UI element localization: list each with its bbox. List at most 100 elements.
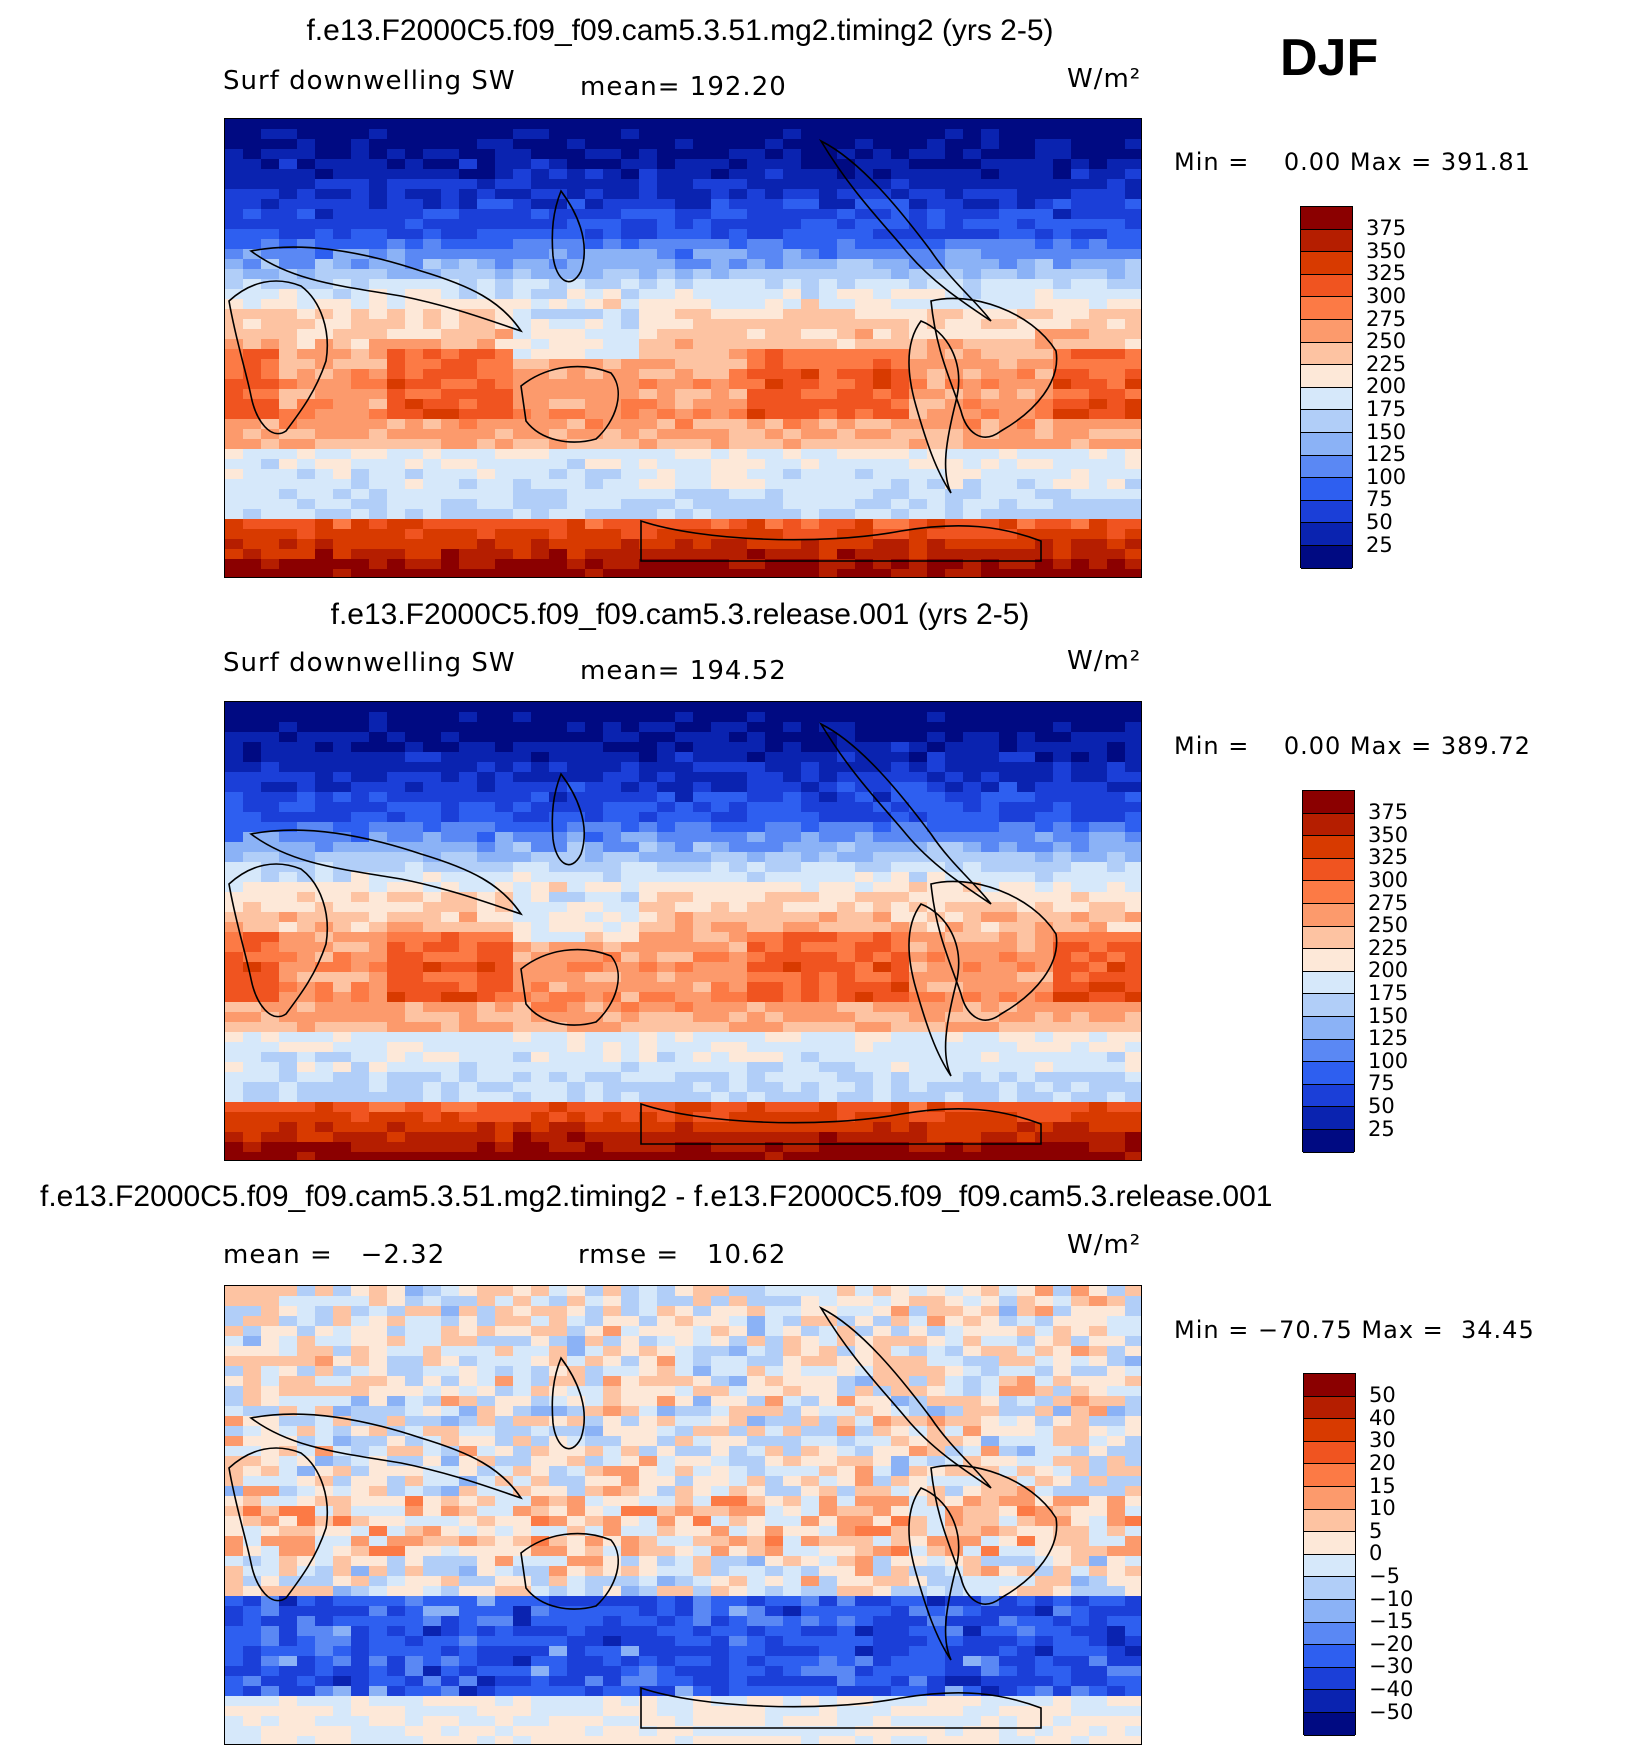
- panel2-variable: Surf downwelling SW: [223, 648, 516, 678]
- colorbar-tick-label: 375: [1366, 216, 1407, 241]
- panel3-mean-label: mean =: [223, 1240, 333, 1270]
- panel3-rmse-value: 10.62: [706, 1240, 787, 1270]
- colorbar-tick-label: 5: [1369, 1518, 1383, 1543]
- season-label: DJF: [1280, 29, 1379, 87]
- colorbar-swatch: [1303, 1039, 1354, 1063]
- colorbar-swatch: [1304, 1464, 1355, 1487]
- panel3-rmse-label: rmse =: [578, 1240, 680, 1270]
- panel3-units: W/m²: [1067, 1230, 1142, 1260]
- colorbar-tick-label: 20: [1369, 1450, 1396, 1475]
- coastline: [228, 1447, 329, 1602]
- colorbar-tick-label: 150: [1368, 1003, 1409, 1028]
- colorbar-swatch: [1303, 949, 1354, 972]
- map-field: [225, 702, 1141, 1160]
- colorbar-tick-label: 225: [1368, 935, 1409, 960]
- colorbar-swatch: [1303, 858, 1354, 882]
- colorbar-swatch: [1303, 1130, 1354, 1153]
- colorbar-tick-label: 225: [1366, 351, 1407, 376]
- coastline: [930, 1464, 1058, 1605]
- colorbar-tick-label: 50: [1368, 1093, 1395, 1118]
- coastline: [640, 1686, 1042, 1729]
- colorbar-tick-label: 75: [1366, 487, 1393, 512]
- colorbar-tick-label: 15: [1369, 1473, 1396, 1498]
- map-field: [225, 1286, 1141, 1744]
- panel2-mean-value: 194.52: [689, 656, 787, 686]
- panel1-variable: Surf downwelling SW: [223, 66, 516, 96]
- coastline: [520, 1532, 619, 1610]
- panel3-title: f.e13.F2000C5.f09_f09.cam5.3.51.mg2.timi…: [40, 1180, 1273, 1213]
- colorbar-swatch: [1301, 274, 1352, 298]
- colorbar-tick-label: 200: [1368, 958, 1409, 983]
- colorbar-swatch: [1304, 1622, 1355, 1646]
- coastline: [551, 1356, 585, 1450]
- coastline: [818, 139, 992, 322]
- coastline: [930, 880, 1058, 1021]
- colorbar-tick-label: 75: [1368, 1071, 1395, 1096]
- colorbar-swatch: [1303, 1017, 1354, 1040]
- coastline: [551, 189, 585, 283]
- colorbar-tick-label: 40: [1369, 1405, 1396, 1430]
- colorbar-swatch: [1301, 207, 1352, 230]
- colorbar-tick-label: 50: [1366, 509, 1393, 534]
- colorbar-swatch: [1301, 342, 1352, 366]
- colorbar-swatch: [1303, 1107, 1354, 1130]
- colorbar-swatch: [1301, 320, 1352, 343]
- colorbar-swatch: [1301, 297, 1352, 320]
- colorbar-tick-label: 275: [1368, 890, 1409, 915]
- panel2-map: [224, 701, 1142, 1161]
- colorbar-box: [1303, 1373, 1356, 1736]
- coastline: [640, 519, 1042, 562]
- colorbar-tick-label: 350: [1368, 822, 1409, 847]
- colorbar-swatch: [1304, 1554, 1355, 1578]
- colorbar-swatch: [1304, 1645, 1355, 1668]
- colorbar-swatch: [1304, 1441, 1355, 1465]
- colorbar-tick-label: 350: [1366, 238, 1407, 263]
- coastline: [818, 1306, 992, 1489]
- colorbar-tick-label: −20: [1369, 1631, 1414, 1656]
- colorbar-tick-label: −30: [1369, 1654, 1414, 1679]
- colorbar-tick-label: 200: [1366, 374, 1407, 399]
- colorbar-tick-label: 100: [1368, 1048, 1409, 1073]
- colorbar-swatch: [1303, 813, 1354, 837]
- colorbar-swatch: [1304, 1577, 1355, 1600]
- colorbar-swatch: [1303, 926, 1354, 950]
- coastline: [520, 365, 619, 443]
- coastline: [249, 829, 523, 916]
- colorbar-tick-label: 375: [1368, 800, 1409, 825]
- panel2-mean: mean= 194.52: [580, 656, 787, 686]
- panel3-mean: mean = −2.32: [223, 1240, 445, 1270]
- colorbar-swatch: [1304, 1713, 1355, 1736]
- colorbar-tick-label: 125: [1368, 1026, 1409, 1051]
- colorbar-swatch: [1303, 971, 1354, 995]
- colorbar-swatch: [1301, 455, 1352, 479]
- panel1-mean: mean= 192.20: [580, 72, 787, 102]
- coastline: [908, 1487, 960, 1661]
- colorbar-tick-label: 30: [1369, 1428, 1396, 1453]
- colorbar-swatch: [1304, 1487, 1355, 1510]
- coastline: [228, 280, 329, 435]
- colorbar-swatch: [1301, 500, 1352, 524]
- colorbar-tick-label: 125: [1366, 442, 1407, 467]
- colorbar-tick-label: 0: [1369, 1541, 1383, 1566]
- coastline: [249, 246, 523, 333]
- colorbar-tick-label: 250: [1366, 329, 1407, 354]
- colorbar-swatch: [1304, 1396, 1355, 1420]
- panel1-title: f.e13.F2000C5.f09_f09.cam5.3.51.mg2.timi…: [306, 14, 1054, 47]
- colorbar-swatch: [1301, 546, 1352, 569]
- colorbar-swatch: [1303, 836, 1354, 859]
- colorbar-swatch: [1301, 365, 1352, 388]
- colorbar-box: [1300, 206, 1353, 569]
- coastline: [551, 772, 585, 866]
- colorbar-tick-label: 175: [1366, 396, 1407, 421]
- colorbar-swatch: [1303, 881, 1354, 904]
- colorbar-tick-label: 300: [1366, 283, 1407, 308]
- colorbar-swatch: [1301, 410, 1352, 433]
- colorbar-tick-label: 325: [1368, 845, 1409, 870]
- colorbar-swatch: [1304, 1690, 1355, 1713]
- panel3-rmse: rmse = 10.62: [578, 1240, 786, 1270]
- colorbar-swatch: [1304, 1532, 1355, 1555]
- colorbar-box: [1302, 790, 1355, 1153]
- coastline: [930, 297, 1058, 438]
- panel1-mean-value: 192.20: [689, 72, 787, 102]
- colorbar-swatch: [1303, 1084, 1354, 1108]
